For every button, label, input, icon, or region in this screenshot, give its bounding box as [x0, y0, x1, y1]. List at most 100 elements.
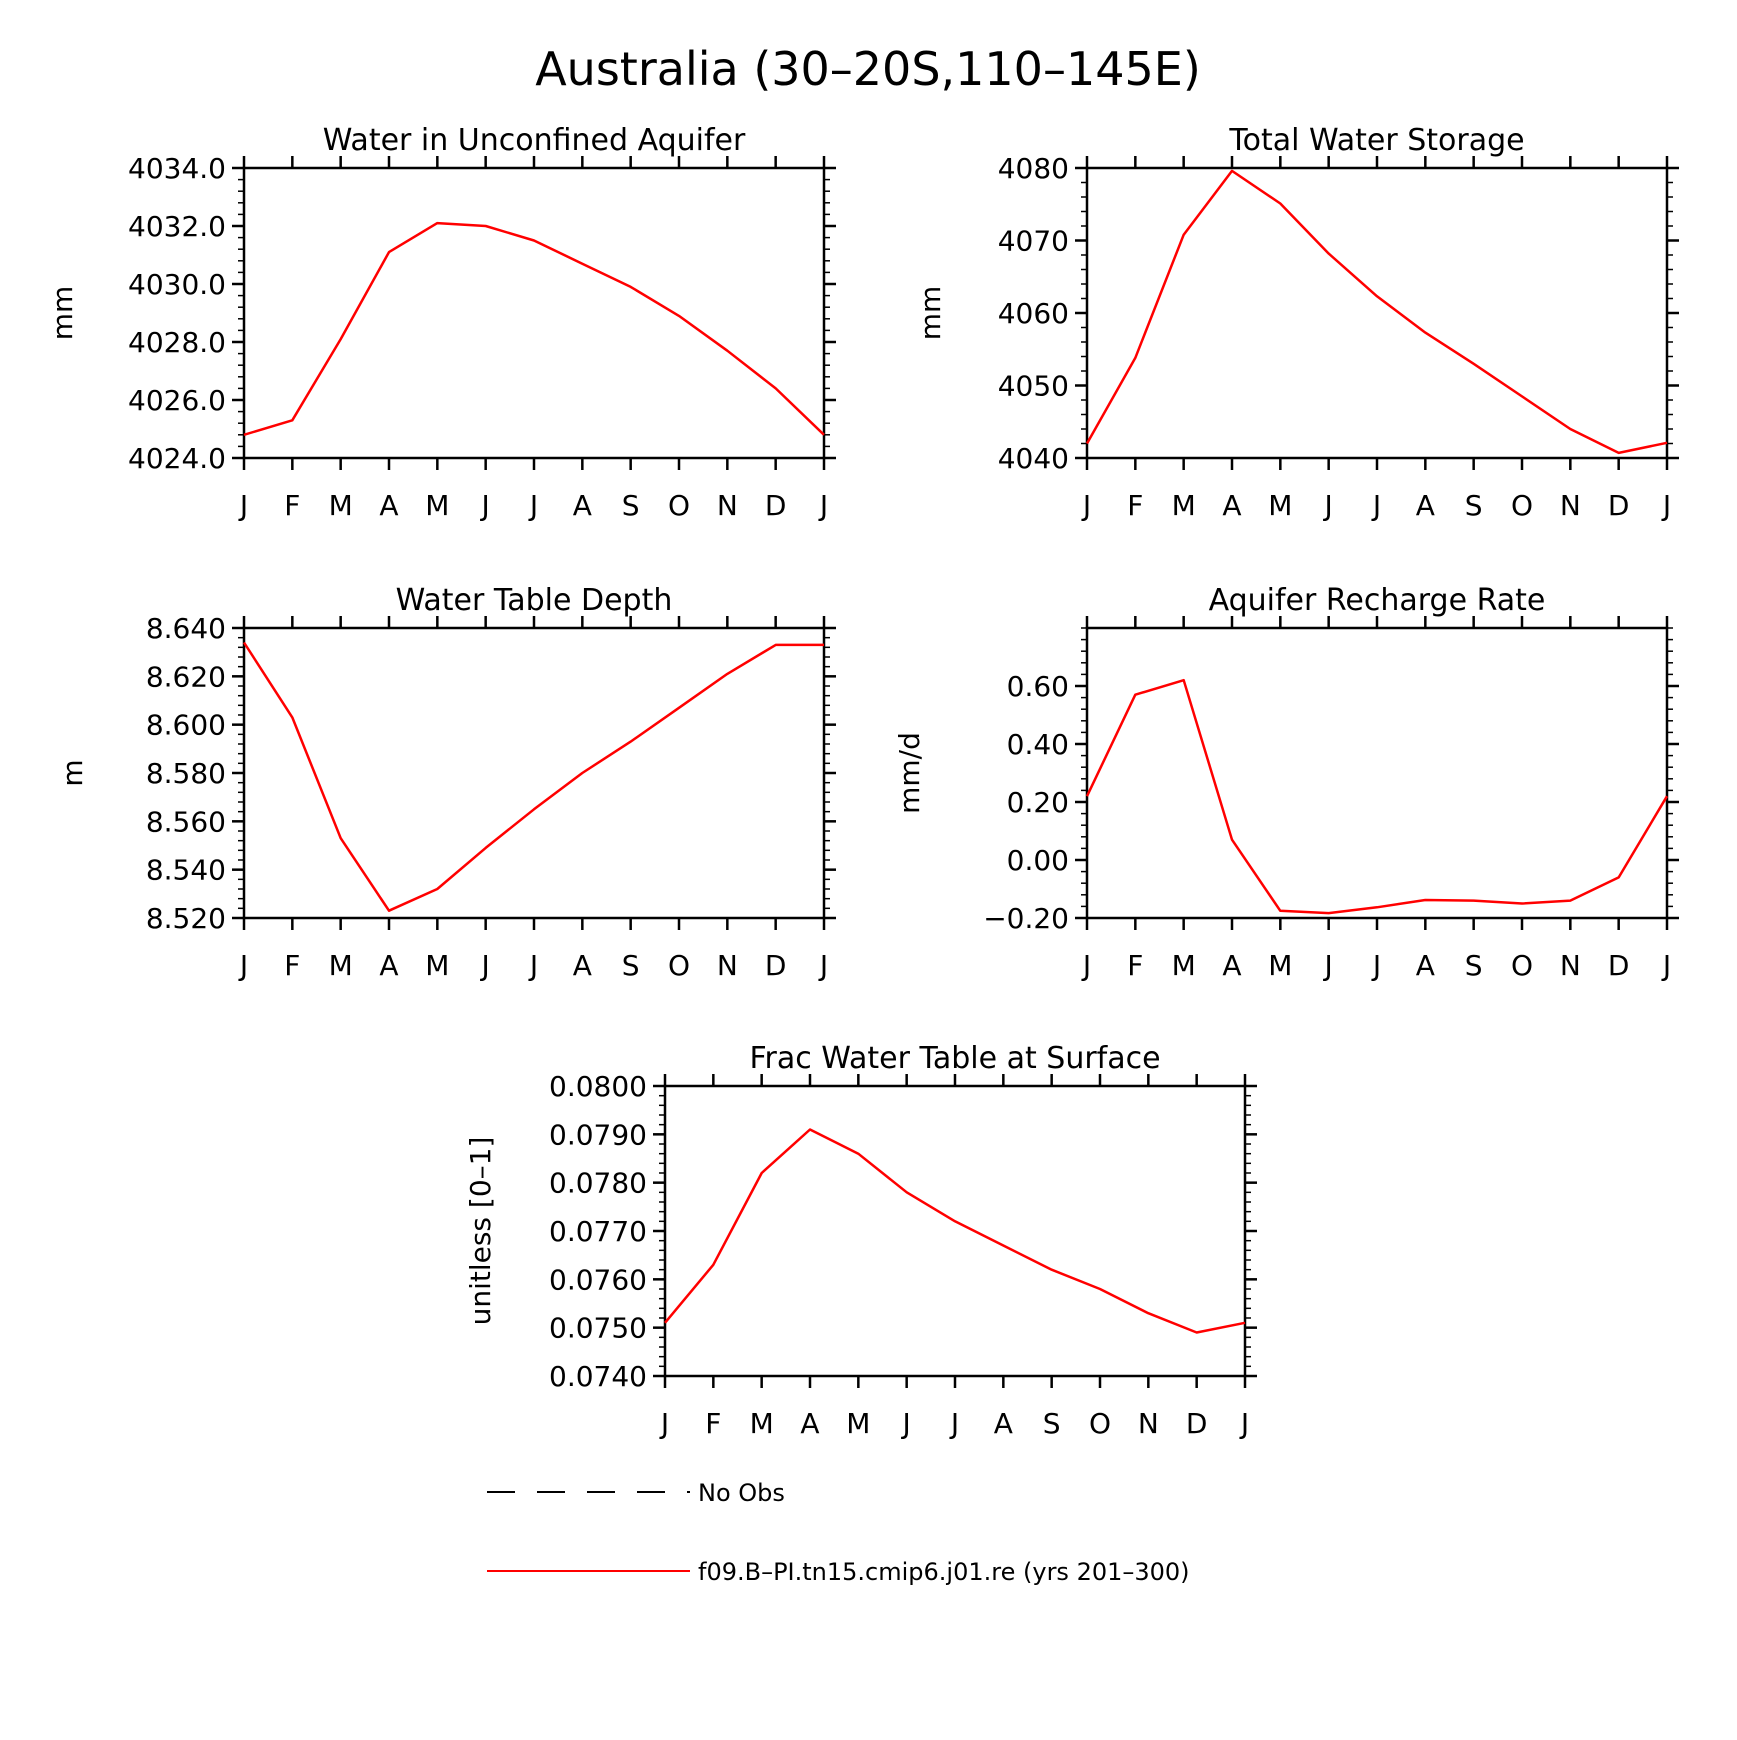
y-tick-label: 8.560 — [146, 805, 226, 838]
x-tick-label: N — [717, 489, 738, 522]
x-tick-label: A — [573, 949, 592, 982]
x-tick-label: M — [1268, 489, 1292, 522]
series-line-model — [243, 221, 825, 436]
x-tick-label: J — [528, 489, 538, 522]
y-tick-label: 4080 — [998, 152, 1069, 185]
x-tick-label: S — [622, 949, 640, 982]
panel-5: J F M A M J J A S O N D J0.07400.07500.07600.07700.0… — [464, 1041, 1257, 1440]
x-tick-label: J — [949, 1407, 959, 1440]
x-tick-label: M — [846, 1407, 870, 1440]
y-axis-label: unitless [0–1] — [464, 1137, 497, 1326]
x-tick-label: A — [800, 1407, 819, 1440]
x-tick-label: J — [901, 1407, 911, 1440]
x-tick-label: F — [705, 1407, 721, 1440]
x-tick-label: F — [1127, 489, 1143, 522]
y-axis-label: mm — [46, 286, 79, 341]
panel-title: Total Water Storage — [1228, 123, 1524, 158]
y-tick-label: 0.40 — [1007, 728, 1069, 761]
x-tick-label: D — [1186, 1407, 1208, 1440]
y-tick-label: 0.0780 — [549, 1167, 647, 1200]
y-tick-label: 4032.0 — [128, 210, 226, 243]
series-line-model — [664, 1128, 1246, 1334]
series-line-model — [242, 641, 824, 912]
x-tick-label: F — [284, 949, 300, 982]
y-tick-label: 8.580 — [146, 757, 226, 790]
x-tick-label: J — [1371, 949, 1381, 982]
y-tick-label: 8.520 — [146, 902, 226, 935]
y-tick-label: 0.0800 — [549, 1070, 647, 1103]
y-tick-label: 4034.0 — [128, 152, 226, 185]
plot-frame — [1085, 626, 1669, 920]
panel-title: Frac Water Table at Surface — [749, 1041, 1160, 1076]
y-tick-label: 0.60 — [1007, 670, 1069, 703]
y-tick-label: 4040 — [998, 442, 1069, 475]
x-tick-label: O — [1511, 489, 1533, 522]
plot-frame — [242, 626, 826, 920]
x-tick-label: S — [622, 489, 640, 522]
panel-title: Aquifer Recharge Rate — [1209, 583, 1546, 618]
x-tick-label: O — [1089, 1407, 1111, 1440]
y-tick-label: 4070 — [998, 225, 1069, 258]
plot-frame — [1085, 166, 1669, 460]
series-line-model — [1085, 678, 1669, 915]
x-tick-label: J — [818, 489, 828, 522]
figure-title: Australia (30–20S,110–145E) — [535, 42, 1201, 96]
x-tick-label: A — [573, 489, 592, 522]
y-tick-label: 0.20 — [1007, 786, 1069, 819]
x-tick-label: J — [238, 489, 248, 522]
x-tick-label: J — [528, 949, 538, 982]
legend-label: No Obs — [698, 1479, 785, 1507]
x-tick-label: J — [1239, 1407, 1249, 1440]
x-tick-label: M — [750, 1407, 774, 1440]
panel-title: Water Table Depth — [396, 583, 673, 618]
y-tick-label: 8.540 — [146, 854, 226, 887]
panel-3: J F M A M J J A S O N D J8.5208.5408.5608.5808.6008.… — [56, 583, 836, 982]
y-tick-label: 0.0740 — [549, 1360, 647, 1393]
x-tick-label: O — [1511, 949, 1533, 982]
x-tick-label: J — [1081, 489, 1091, 522]
x-tick-label: S — [1465, 949, 1483, 982]
panel-title: Water in Unconfined Aquifer — [323, 123, 746, 158]
x-tick-label: D — [1608, 949, 1630, 982]
x-tick-label: N — [1560, 949, 1581, 982]
y-tick-label: 0.0790 — [549, 1118, 647, 1151]
panel-1: J F M A M J J A S O N D J4024.04026.04028.04030.0403… — [46, 123, 836, 522]
x-tick-label: A — [1416, 949, 1435, 982]
x-tick-label: D — [765, 949, 787, 982]
x-tick-label: J — [818, 949, 828, 982]
legend-entry-1: No Obs — [487, 1479, 785, 1507]
y-tick-label: 8.640 — [146, 612, 226, 645]
x-tick-label: M — [1172, 489, 1196, 522]
y-axis-label: m — [56, 759, 89, 786]
y-tick-label: 0.0760 — [549, 1263, 647, 1296]
y-axis-label: mm/d — [893, 732, 926, 814]
x-tick-label: F — [1127, 949, 1143, 982]
x-tick-label: J — [1661, 489, 1671, 522]
x-tick-label: A — [1222, 949, 1241, 982]
legend-entry-2: f09.B–PI.tn15.cmip6.j01.re (yrs 201–300) — [487, 1558, 1190, 1586]
x-tick-label: J — [238, 949, 248, 982]
y-tick-label: 8.620 — [146, 660, 226, 693]
y-tick-label: 4024.0 — [128, 442, 226, 475]
legend-label: f09.B–PI.tn15.cmip6.j01.re (yrs 201–300) — [698, 1558, 1190, 1586]
x-tick-label: J — [659, 1407, 669, 1440]
series-line-model — [1085, 169, 1668, 455]
x-tick-label: M — [329, 949, 353, 982]
x-tick-label: M — [425, 489, 449, 522]
y-tick-label: 4026.0 — [128, 384, 226, 417]
x-tick-label: A — [379, 949, 398, 982]
x-tick-label: M — [1268, 949, 1292, 982]
x-tick-label: S — [1043, 1407, 1061, 1440]
y-axis-label: mm — [914, 286, 947, 341]
x-tick-label: A — [1222, 489, 1241, 522]
y-tick-label: −0.20 — [983, 902, 1069, 935]
x-tick-label: S — [1465, 489, 1483, 522]
plot-frame — [663, 1084, 1247, 1378]
x-tick-label: J — [480, 489, 490, 522]
y-tick-label: 8.600 — [146, 709, 226, 742]
panel-4: J F M A M J J A S O N D J−0.200.000.200.400.60Aquife… — [893, 583, 1679, 982]
y-tick-label: 4060 — [998, 297, 1069, 330]
x-tick-label: N — [717, 949, 738, 982]
